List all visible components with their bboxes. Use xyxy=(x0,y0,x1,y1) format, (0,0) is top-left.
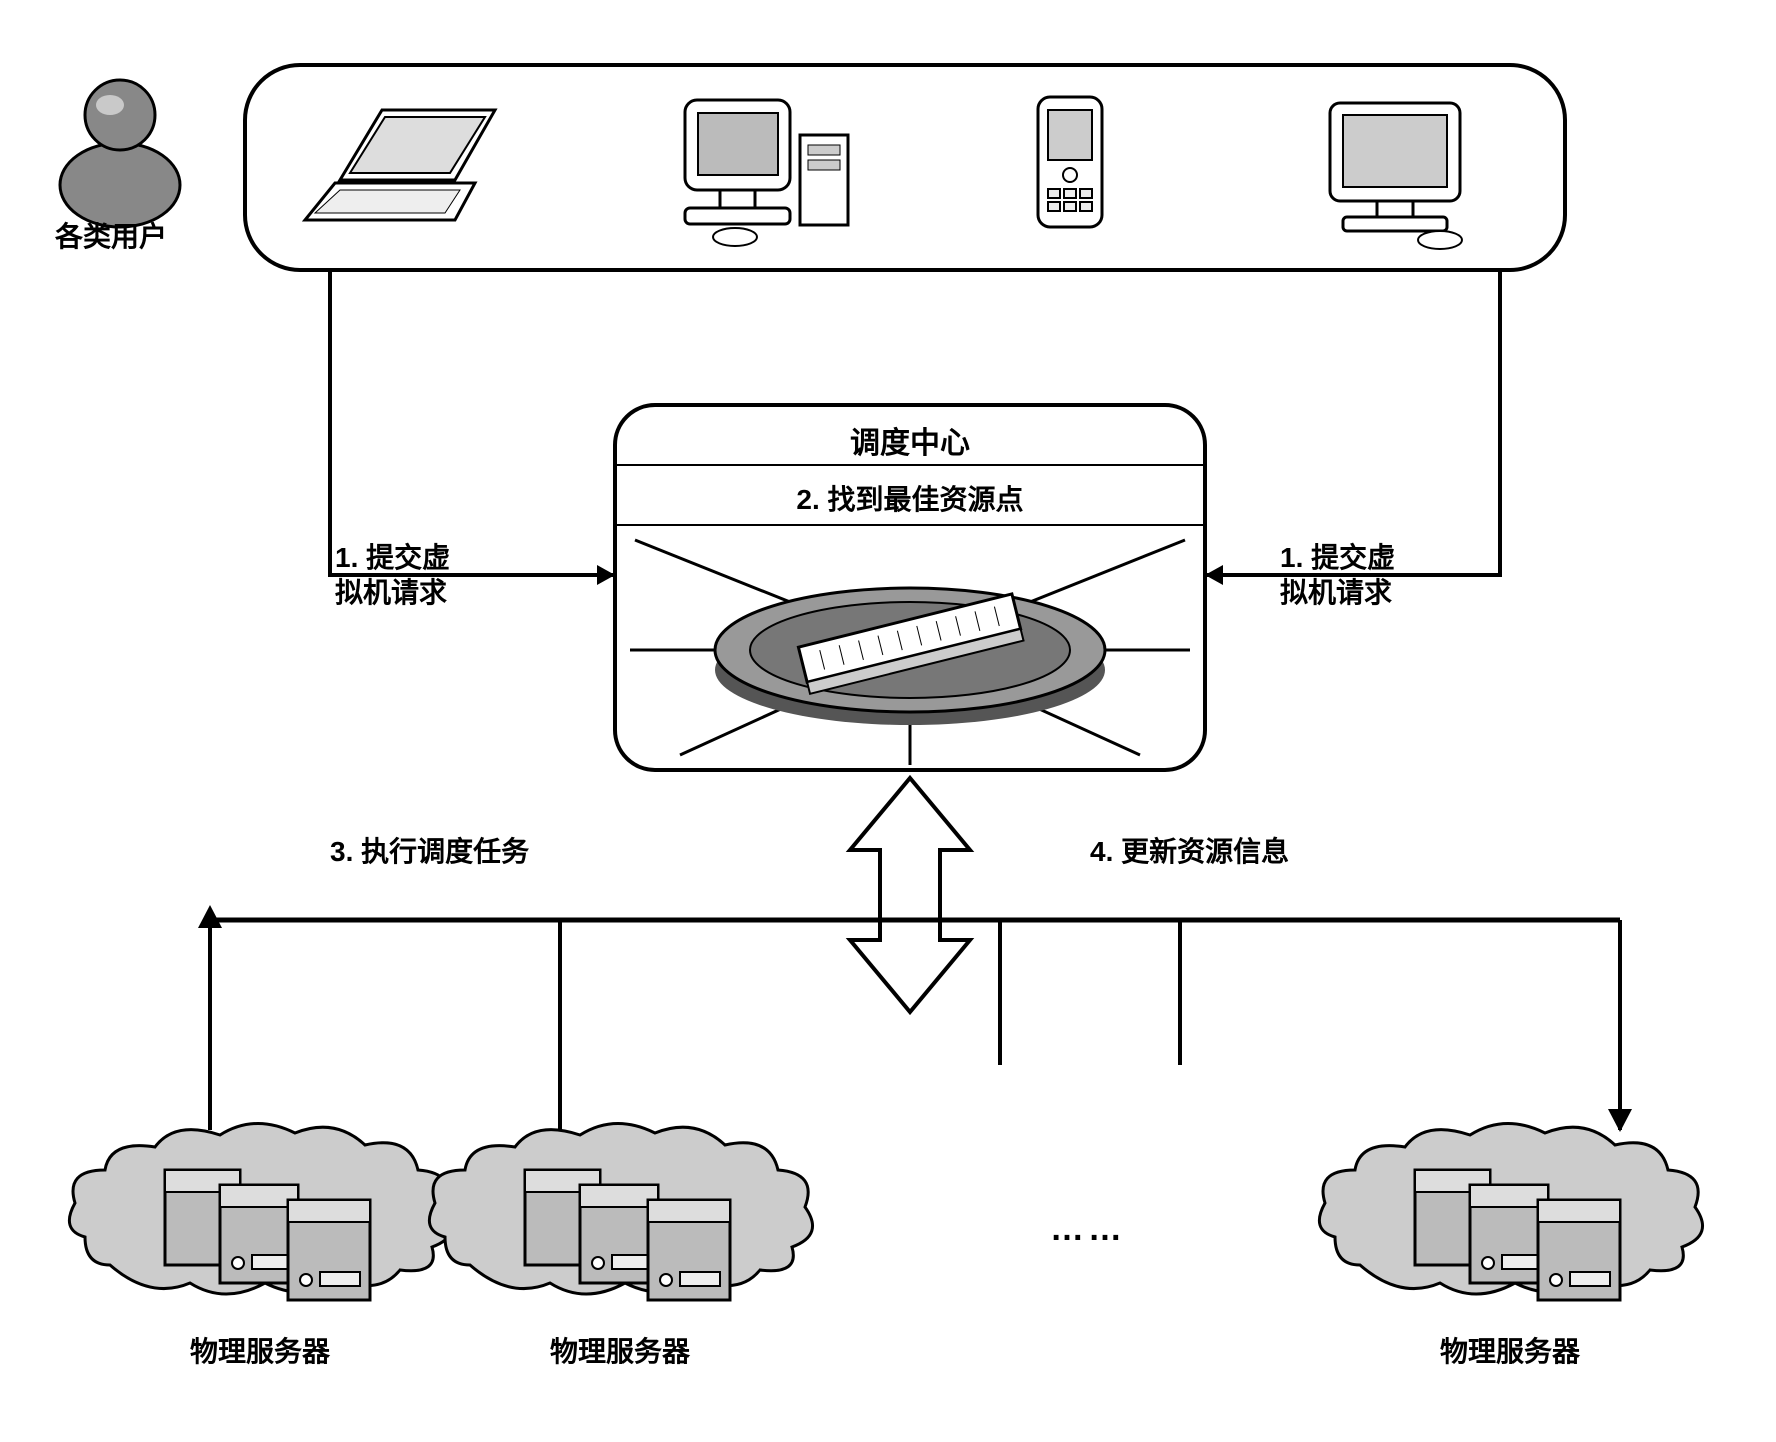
server-cluster-2 xyxy=(429,1123,812,1300)
diagram-svg xyxy=(0,0,1776,1442)
monitor-icon xyxy=(1330,103,1462,249)
edge-devices-left xyxy=(330,270,615,575)
server-cluster-1 xyxy=(69,1123,452,1300)
edge-devices-right xyxy=(1205,270,1500,575)
user-label: 各类用户 xyxy=(55,215,167,255)
user-icon xyxy=(60,80,180,227)
scheduler-subtitle: 2. 找到最佳资源点 xyxy=(740,478,1080,518)
server-label-2: 物理服务器 xyxy=(550,1330,690,1370)
scheduler-title: 调度中心 xyxy=(790,418,1030,462)
phone-icon xyxy=(1038,97,1102,227)
server-label-1: 物理服务器 xyxy=(190,1330,330,1370)
edge-label-left-submit: 1. 提交虚 拟机请求 xyxy=(335,540,450,610)
server-label-3: 物理服务器 xyxy=(1440,1330,1580,1370)
edge-label-step3: 3. 执行调度任务 xyxy=(330,830,529,870)
edge-label-step4: 4. 更新资源信息 xyxy=(1090,830,1289,870)
ellipsis-label: …… xyxy=(1050,1210,1126,1249)
edge-label-right-submit: 1. 提交虚 拟机请求 xyxy=(1280,540,1395,610)
server-cluster-3 xyxy=(1319,1123,1702,1300)
double-arrow-icon xyxy=(850,778,970,1012)
